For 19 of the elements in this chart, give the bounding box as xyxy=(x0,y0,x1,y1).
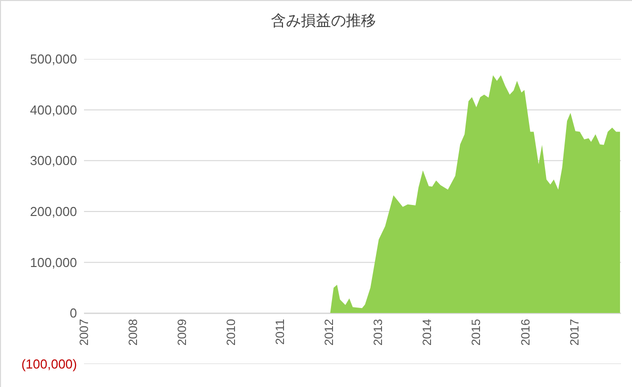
x-tick-label: 2017 xyxy=(567,318,582,346)
x-tick-label: 2013 xyxy=(371,318,386,346)
x-tick-label: 2007 xyxy=(76,318,91,346)
y-tick-label: 100,000 xyxy=(30,254,77,270)
x-tick-label: 2016 xyxy=(518,318,532,346)
x-tick-label: 2014 xyxy=(420,318,434,346)
y-tick-label: 200,000 xyxy=(30,204,77,220)
chart-title: 含み損益の推移 xyxy=(270,12,376,30)
y-tick-label: (100,000) xyxy=(21,356,77,372)
y-tick-label: 400,000 xyxy=(30,102,77,118)
y-tick-label: 0 xyxy=(70,306,77,321)
x-tick-label: 2010 xyxy=(224,318,238,346)
y-tick-label: 500,000 xyxy=(30,52,77,67)
x-tick-label: 2008 xyxy=(126,318,140,346)
y-tick-label: 300,000 xyxy=(30,153,77,168)
x-tick-label: 2012 xyxy=(322,318,336,346)
x-tick-label: 2015 xyxy=(469,318,484,346)
x-tick-label: 2009 xyxy=(174,318,189,346)
x-tick-label: 2011 xyxy=(273,318,288,345)
